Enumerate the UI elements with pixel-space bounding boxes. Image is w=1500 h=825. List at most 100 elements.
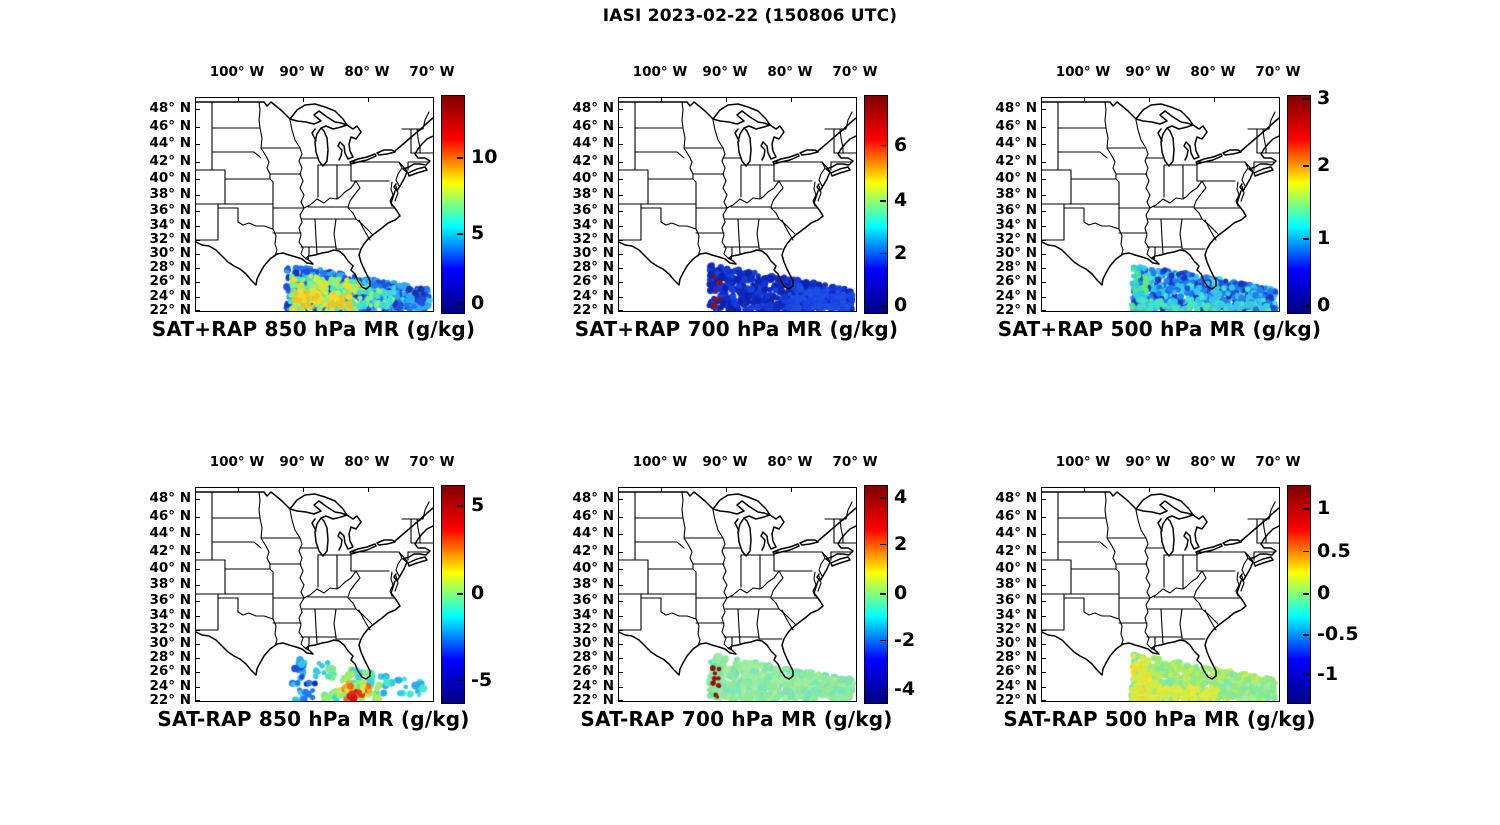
- lat-tick-label: 46° N: [995, 118, 1037, 134]
- lat-tick-label: 30° N: [995, 635, 1037, 651]
- us-map: [619, 101, 856, 290]
- us-map: [1042, 491, 1279, 680]
- lat-tick-mark: [196, 658, 200, 660]
- lon-tick-mark: [367, 488, 369, 492]
- lat-tick-mark: [619, 254, 623, 256]
- colorbar-tick-label: 0: [1317, 294, 1331, 317]
- lat-tick-label: 22° N: [149, 692, 191, 708]
- lon-tick-label: 90° W: [1125, 454, 1171, 470]
- lat-tick-mark: [619, 268, 623, 270]
- us-map: [196, 491, 433, 680]
- lat-tick-label: 46° N: [572, 508, 614, 524]
- colorbar-tick-mark: [457, 505, 463, 507]
- lat-tick-label: 26° N: [572, 273, 614, 289]
- lat-tick-mark: [196, 109, 200, 111]
- lat-tick-label: 46° N: [149, 508, 191, 524]
- lat-tick-mark: [196, 644, 200, 646]
- lat-tick-mark: [1042, 601, 1046, 603]
- colorbar-tick-mark: [457, 303, 463, 305]
- lat-tick-label: 26° N: [572, 663, 614, 679]
- lat-tick-label: 22° N: [995, 302, 1037, 318]
- colorbar-tick-mark: [880, 543, 886, 546]
- lat-tick-mark: [196, 672, 200, 674]
- lat-tick-mark: [619, 585, 623, 587]
- lat-tick-mark: [619, 109, 623, 111]
- lat-tick-mark: [196, 127, 200, 129]
- figure-title: IASI 2023-02-22 (150806 UTC): [602, 6, 898, 26]
- colorbar-tick-mark: [457, 157, 463, 159]
- lat-tick-mark: [196, 240, 200, 242]
- lat-tick-mark: [619, 127, 623, 129]
- colorbar-tick-label: -4: [894, 677, 916, 700]
- lat-tick-mark: [1042, 127, 1046, 129]
- lat-tick-mark: [196, 254, 200, 256]
- lon-tick-label: 100° W: [209, 64, 265, 80]
- lon-tick-mark: [660, 98, 662, 102]
- colorbar-tick-label: -2: [894, 628, 916, 651]
- lat-tick-mark: [1042, 672, 1046, 674]
- lat-tick-label: 38° N: [995, 576, 1037, 592]
- lat-tick-mark: [196, 310, 200, 312]
- colorbar-tick-label: 6: [894, 133, 908, 156]
- colorbar-tick-mark: [457, 679, 463, 682]
- lat-tick-label: 36° N: [995, 592, 1037, 608]
- lat-tick-label: 46° N: [149, 118, 191, 134]
- lat-tick-label: 30° N: [149, 635, 191, 651]
- us-map: [196, 101, 433, 290]
- lon-tick-label: 80° W: [767, 454, 813, 470]
- lat-tick-label: 28° N: [149, 649, 191, 665]
- colorbar-tick-mark: [457, 233, 463, 235]
- lat-tick-label: 26° N: [995, 663, 1037, 679]
- lat-tick-mark: [619, 297, 623, 299]
- colorbar-tick-label: 2: [1317, 154, 1331, 177]
- lat-tick-label: 34° N: [995, 217, 1037, 233]
- lat-tick-label: 38° N: [572, 576, 614, 592]
- lat-tick-mark: [1042, 268, 1046, 270]
- colorbar-tick-mark: [880, 497, 886, 499]
- colorbar-tick-mark: [880, 200, 886, 202]
- lat-tick-label: 32° N: [572, 231, 614, 247]
- lat-tick-mark: [1042, 700, 1046, 702]
- lat-tick-label: 42° N: [995, 153, 1037, 169]
- lon-tick-label: 100° W: [1055, 454, 1111, 470]
- lat-tick-mark: [196, 144, 200, 146]
- lat-tick-label: 24° N: [572, 678, 614, 694]
- lat-tick-mark: [196, 499, 200, 501]
- lon-tick-mark: [725, 98, 727, 102]
- lon-tick-label: 80° W: [1190, 64, 1236, 80]
- colorbar-tick-mark: [880, 639, 886, 641]
- colorbar-tick-label: 0: [471, 292, 485, 315]
- lat-tick-label: 28° N: [995, 259, 1037, 275]
- colorbar-tick-label: -5: [471, 668, 493, 691]
- lon-tick-mark: [1278, 98, 1280, 102]
- colorbar-tick-label: 1: [1317, 497, 1331, 520]
- lat-tick-label: 24° N: [572, 288, 614, 304]
- lat-tick-mark: [619, 499, 623, 501]
- lat-tick-label: 34° N: [572, 217, 614, 233]
- lon-tick-label: 100° W: [632, 64, 688, 80]
- lat-tick-label: 46° N: [995, 508, 1037, 524]
- panel-title: SAT-RAP 850 hPa MR (g/kg): [157, 707, 470, 731]
- lon-tick-label: 80° W: [344, 64, 390, 80]
- lat-tick-label: 40° N: [149, 170, 191, 186]
- colorbar-tick-mark: [1303, 673, 1309, 676]
- panel-sat-plus-rap-500: 100° W 90° W 80° W 70° W 48° N 46° N 44° N 42° …: [966, 52, 1376, 372]
- lat-tick-mark: [196, 195, 200, 197]
- colorbar-tick-label: 2: [894, 241, 908, 264]
- lat-tick-label: 44° N: [149, 135, 191, 151]
- colorbar-tick-mark: [1303, 165, 1309, 167]
- lon-tick-label: 90° W: [279, 64, 325, 80]
- lat-tick-label: 44° N: [149, 525, 191, 541]
- lat-tick-mark: [196, 630, 200, 632]
- lat-tick-mark: [619, 310, 623, 312]
- colorbar-tick-label: 10: [471, 146, 498, 169]
- lat-tick-mark: [1042, 644, 1046, 646]
- lat-tick-mark: [196, 297, 200, 299]
- colorbar-tick-label: -1: [1317, 662, 1339, 685]
- lon-tick-mark: [1083, 488, 1085, 492]
- lat-tick-label: 48° N: [995, 490, 1037, 506]
- lon-tick-mark: [855, 98, 857, 102]
- colorbar-tick-mark: [457, 593, 463, 595]
- lat-tick-label: 42° N: [149, 543, 191, 559]
